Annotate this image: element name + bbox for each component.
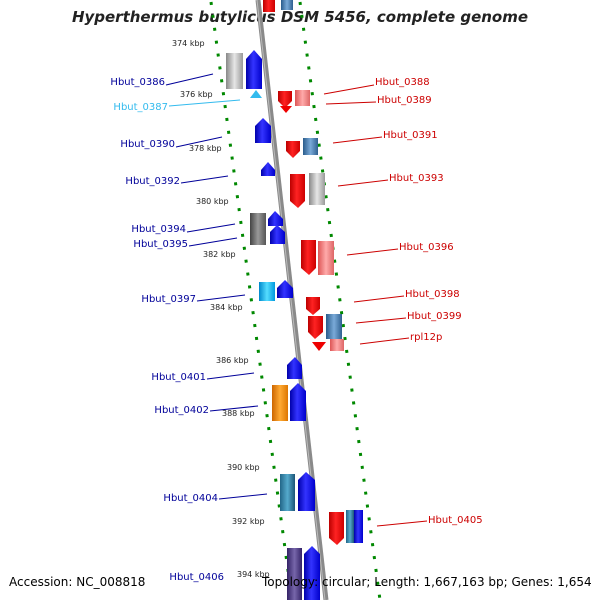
gene-label: Hbut_0391 (383, 130, 438, 141)
gene-arrow (270, 225, 285, 244)
gene-label: Hbut_0398 (405, 289, 460, 300)
genome-summary: Topology: circular; Length: 1,667,163 bp… (262, 575, 592, 589)
gene-block (318, 241, 334, 275)
gene-block (259, 282, 275, 301)
gene-label: Hbut_0399 (407, 311, 462, 322)
gene-block (281, 0, 293, 10)
reverse-genes (278, 90, 363, 545)
gene-block (346, 510, 354, 543)
gene-arrow (268, 211, 283, 226)
gene-arrow (290, 383, 306, 421)
gene-arrow (301, 240, 316, 275)
kbp-tick-label: 374 kbp (172, 39, 205, 48)
gene-block (309, 173, 325, 205)
gene-label: Hbut_0386 (110, 77, 165, 88)
gene-label: Hbut_0404 (163, 493, 218, 504)
kbp-tick-label: 384 kbp (210, 303, 243, 312)
gene-arrow (286, 141, 300, 158)
gene-block (263, 0, 275, 12)
gene-label: Hbut_0392 (125, 176, 180, 187)
gene-label: rpl12p (410, 332, 442, 343)
gene-arrow (298, 472, 315, 511)
gene-label: Hbut_0387 (113, 102, 168, 113)
kbp-tick-label: 380 kbp (196, 197, 229, 206)
gene-block (287, 548, 302, 600)
gene-label: Hbut_0405 (428, 515, 483, 526)
gene-block (354, 510, 363, 543)
gene-arrow (304, 546, 320, 600)
gene-arrow (329, 512, 344, 545)
gene-arrow (280, 106, 292, 113)
gene-label: Hbut_0397 (141, 294, 196, 305)
gene-block (250, 213, 266, 245)
forward-genes (226, 50, 320, 600)
kbp-tick-label: 394 kbp (237, 570, 270, 579)
left-gene-labels: Hbut_0386 Hbut_0387 Hbut_0390 Hbut_0392 … (110, 73, 268, 583)
gene-label: Hbut_0402 (154, 405, 209, 416)
gene-arrow (278, 91, 292, 108)
gene-arrow (246, 50, 262, 89)
gene-label: Hbut_0389 (377, 95, 432, 106)
gene-block (280, 474, 295, 511)
gene-block (295, 90, 310, 106)
kbp-tick-label: 378 kbp (189, 144, 222, 153)
gene-arrow (261, 162, 275, 176)
gene-arrow (306, 297, 320, 315)
gene-label: Hbut_0390 (120, 139, 175, 150)
gene-arrow (308, 316, 323, 339)
gene-arrow (312, 342, 326, 351)
gene-arrow (277, 280, 293, 298)
kbp-tick-label: 382 kbp (203, 250, 236, 259)
gene-label: Hbut_0401 (151, 372, 206, 383)
gene-label: Hbut_0393 (389, 173, 444, 184)
gene-label: Hbut_0396 (399, 242, 454, 253)
map-title: Hyperthermus butylicus DSM 5456, complet… (71, 8, 529, 26)
gene-block (226, 53, 243, 89)
right-tick-track (298, 1, 382, 600)
gene-arrow (290, 174, 305, 208)
kbp-tick-label: 376 kbp (180, 90, 213, 99)
kbp-ticks: 374 kbp 376 kbp 378 kbp 380 kbp 382 kbp … (172, 39, 270, 579)
left-tick-track (209, 1, 294, 600)
right-gene-labels: Hbut_0388 Hbut_0389 Hbut_0391 Hbut_0393 … (323, 77, 483, 527)
gene-label: Hbut_0388 (375, 77, 430, 88)
accession-label: Accession: NC_008818 (9, 575, 146, 589)
gene-arrow (287, 357, 302, 379)
gene-arrow (250, 90, 262, 98)
gene-label: Hbut_0395 (133, 239, 188, 250)
gene-block (326, 314, 342, 339)
gene-block (330, 339, 344, 351)
gene-label: Hbut_0394 (131, 224, 186, 235)
gene-block (303, 138, 318, 155)
gene-block (272, 385, 288, 421)
kbp-tick-label: 386 kbp (216, 356, 249, 365)
kbp-tick-label: 388 kbp (222, 409, 255, 418)
kbp-tick-label: 392 kbp (232, 517, 265, 526)
kbp-tick-label: 390 kbp (227, 463, 260, 472)
gene-arrow (255, 118, 271, 143)
gene-label: Hbut_0406 (169, 572, 224, 583)
